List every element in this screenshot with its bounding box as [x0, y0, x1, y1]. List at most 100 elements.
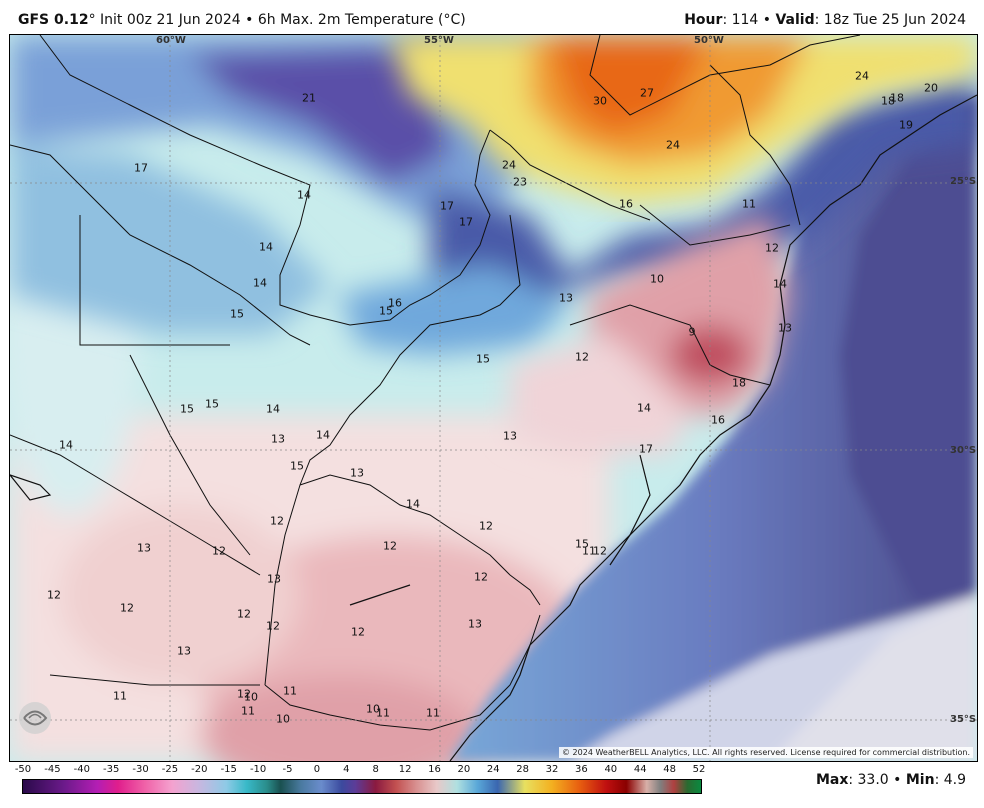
scale-tick-label: 0 [313, 764, 321, 775]
lon-label-60w: 60°W [156, 35, 186, 46]
temperature-value: 13 [350, 466, 364, 480]
min-value: : 4.9 [934, 772, 966, 788]
temperature-value: 12 [237, 607, 251, 621]
scale-tick-label: 8 [372, 764, 379, 775]
max-value: : 33.0 • [848, 772, 906, 788]
lat-label-25s: 25°S [950, 176, 977, 187]
temperature-value: 18 [732, 376, 746, 390]
temperature-value: 30 [593, 94, 607, 108]
temperature-value: 18 [881, 94, 895, 108]
temperature-value: 15 [575, 537, 589, 551]
scale-tick-label: 12 [398, 764, 412, 775]
temperature-value: 12 [212, 544, 226, 558]
temperature-value: 16 [711, 413, 725, 427]
scale-tick-label: -10 [249, 764, 267, 775]
temperature-value: 14 [259, 240, 273, 254]
temperature-value: 24 [855, 69, 869, 83]
scale-tick-label: 36 [575, 764, 588, 775]
temperature-value: 10 [244, 690, 258, 704]
scale-tick-label: -25 [161, 764, 179, 775]
temperature-value: 16 [388, 296, 402, 310]
temperature-value: 12 [237, 687, 251, 701]
scale-tick-label: -35 [103, 764, 120, 775]
temperature-value: 15 [290, 459, 304, 473]
temperature-value: 15 [180, 402, 194, 416]
color-scale: -50 -45 -40 -35 -30 -25 -20 -15 -10 -5 0 4 8 12 16 20 24… [15, 764, 706, 794]
weatherbell-logo [16, 699, 102, 737]
scale-tick-label: 4 [343, 764, 350, 775]
temperature-value: 12 [479, 519, 493, 533]
min-label: Min [905, 772, 935, 788]
scale-tick-label: -30 [132, 764, 149, 775]
color-scale-bar [22, 779, 702, 794]
scale-tick-label: -15 [220, 764, 237, 775]
temperature-map[interactable]: 60°W 55°W 50°W 25°S 30°S 35°S 21 17 14 14 14… [9, 34, 978, 762]
scale-tick-label: -45 [44, 764, 61, 775]
max-min-readout: Max: 33.0 • Min: 4.9 [816, 772, 966, 788]
temperature-value: 17 [459, 215, 473, 229]
scale-tick-label: 28 [516, 764, 530, 775]
temperature-value: 13 [271, 432, 285, 446]
valid-label: Valid [775, 12, 815, 28]
scale-tick-label: 32 [545, 764, 559, 775]
temperature-value: 20 [924, 81, 938, 95]
scale-tick-label: 16 [428, 764, 441, 775]
temperature-value: 12 [47, 588, 61, 602]
temperature-value: 10 [650, 272, 664, 286]
init-info: Init 00z 21 Jun 2024 • 6h Max. 2m Temper… [95, 12, 466, 28]
valid-value: : 18z Tue 25 Jun 2024 [814, 12, 966, 28]
lat-label-30s: 30°S [950, 445, 977, 456]
copyright-notice: © 2024 WeatherBELL Analytics, LLC. All r… [559, 747, 973, 758]
temperature-value: 17 [639, 442, 653, 456]
temperature-value: 11 [376, 706, 390, 720]
temperature-value: 13 [137, 541, 151, 555]
hour-value: : 114 • [722, 12, 776, 28]
temperature-value: 19 [899, 118, 913, 132]
temperature-value: 13 [503, 429, 517, 443]
map-title: GFS 0.12° Init 00z 21 Jun 2024 • 6h Max.… [18, 12, 466, 28]
scale-tick-label: -5 [282, 764, 293, 775]
temperature-value: 14 [406, 497, 420, 511]
temperature-value: 11 [113, 689, 127, 703]
temperature-value: 14 [773, 277, 787, 291]
temperature-value: 12 [266, 619, 280, 633]
temperature-value: 14 [253, 276, 267, 290]
temperature-value: 14 [297, 188, 311, 202]
temperature-value: 14 [316, 428, 330, 442]
temperature-value: 12 [593, 544, 607, 558]
temperature-value: 12 [765, 241, 779, 255]
temperature-value: 13 [778, 321, 792, 335]
temperature-value: 11 [426, 706, 440, 720]
border-lines [10, 35, 861, 731]
temperature-value: 24 [502, 158, 516, 172]
scale-tick-label: 20 [457, 764, 471, 775]
lat-label-35s: 35°S [950, 714, 977, 725]
valid-time: Hour: 114 • Valid: 18z Tue 25 Jun 2024 [684, 12, 966, 28]
temperature-value: 12 [270, 514, 284, 528]
temperature-value: 27 [640, 86, 654, 100]
temperature-value: 12 [474, 570, 488, 584]
temperature-value: 10 [366, 702, 380, 716]
temperature-value: 18 [890, 91, 904, 105]
temperature-value: 14 [266, 402, 280, 416]
temperature-value: 15 [230, 307, 244, 321]
scale-tick-label: 24 [486, 764, 500, 775]
lon-label-55w: 55°W [424, 35, 454, 46]
temperature-value: 16 [619, 197, 633, 211]
temperature-value: 13 [559, 291, 573, 305]
temperature-value: 12 [575, 350, 589, 364]
temperature-value: 14 [637, 401, 651, 415]
temperature-value: 17 [440, 199, 454, 213]
map-header: GFS 0.12° Init 00z 21 Jun 2024 • 6h Max.… [0, 0, 984, 34]
temperature-value: 15 [205, 397, 219, 411]
temperature-value: 14 [59, 438, 73, 452]
scale-ticks: -50 -45 -40 -35 -30 -25 -20 -15 -10 -5 0 4 8 12 16 20 24… [15, 764, 706, 776]
temperature-value: 11 [283, 684, 297, 698]
temperature-value: 24 [666, 138, 680, 152]
scale-tick-label: -20 [191, 764, 208, 775]
temperature-value: 23 [513, 175, 527, 189]
scale-tick-label: -50 [14, 764, 32, 775]
scale-tick-label: -40 [73, 764, 90, 775]
temperature-value: 12 [383, 539, 397, 553]
temperature-value: 21 [302, 91, 316, 105]
